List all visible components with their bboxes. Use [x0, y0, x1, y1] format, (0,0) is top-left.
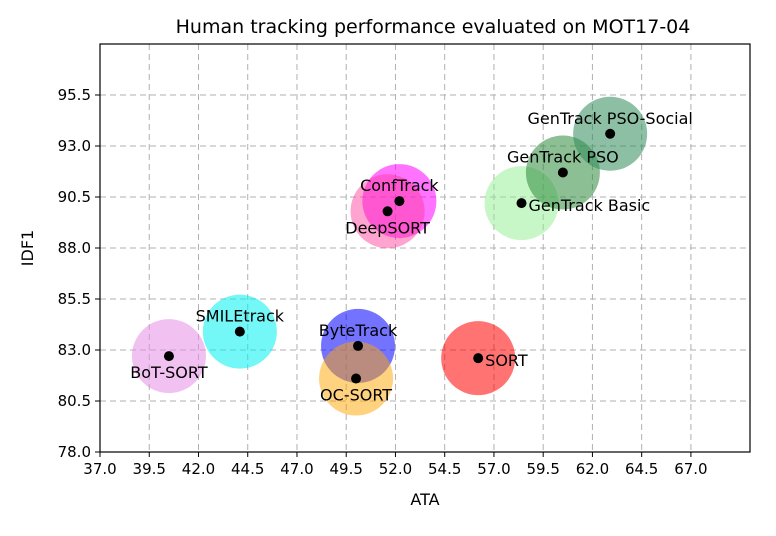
data-point: [394, 196, 405, 207]
chart-title: Human tracking performance evaluated on …: [176, 16, 691, 38]
y-tick-label: 78.0: [58, 443, 91, 461]
x-tick-label: 67.0: [674, 460, 707, 478]
x-tick-label: 44.5: [231, 460, 264, 478]
y-tick-label: 88.0: [58, 239, 91, 257]
x-tick-label: 57.0: [477, 460, 510, 478]
x-tick-label: 49.5: [330, 460, 363, 478]
point-labels: BoT-SORT SMILEtrack ByteTrack OC-SORT SORT Co…: [130, 109, 693, 405]
x-tick-label: 52.0: [379, 460, 412, 478]
data-point: [163, 351, 174, 362]
data-point: [353, 340, 364, 351]
y-tick-label: 83.0: [58, 341, 91, 359]
x-tick-label: 37.0: [83, 460, 116, 478]
point-label: SORT: [485, 351, 528, 370]
bubbles: [131, 96, 648, 416]
x-tick-label: 39.5: [133, 460, 166, 478]
x-tick-label: 64.5: [625, 460, 658, 478]
x-axis-ticks: 37.0 39.5 42.0 44.5 47.0 49.5 52.0 54.5 57.0 59.5…: [83, 452, 708, 478]
y-tick-label: 95.5: [58, 86, 91, 104]
y-tick-label: 85.5: [58, 290, 91, 308]
point-label: OC-SORT: [320, 386, 392, 405]
y-tick-label: 93.0: [58, 137, 91, 155]
grid: [99, 44, 750, 453]
data-point: [557, 167, 568, 178]
data-point: [473, 353, 484, 364]
x-tick-label: 54.5: [428, 460, 461, 478]
data-points: [163, 128, 616, 384]
data-point: [234, 326, 245, 337]
x-tick-label: 42.0: [182, 460, 215, 478]
data-point: [605, 128, 616, 139]
point-label: GenTrack PSO: [507, 148, 619, 167]
point-label: SMILEtrack: [196, 307, 285, 326]
x-tick-label: 62.0: [576, 460, 609, 478]
y-axis-ticks: 78.0 80.5 83.0 85.5 88.0 90.5 93.0 95.5: [58, 86, 100, 461]
point-label: DeepSORT: [345, 218, 430, 237]
point-label: GenTrack PSO-Social: [527, 109, 692, 128]
data-point: [516, 198, 527, 209]
x-tick-label: 47.0: [280, 460, 313, 478]
point-label: BoT-SORT: [130, 363, 208, 382]
y-tick-label: 90.5: [58, 188, 91, 206]
x-tick-label: 59.5: [526, 460, 559, 478]
x-axis-label: ATA: [410, 490, 439, 509]
y-axis-label: IDF1: [18, 230, 37, 266]
data-point: [382, 206, 393, 217]
point-label: ConfTrack: [360, 176, 439, 195]
y-tick-label: 80.5: [58, 392, 91, 410]
point-label: ByteTrack: [319, 321, 398, 340]
data-point: [351, 373, 362, 384]
point-label: GenTrack Basic: [529, 196, 651, 215]
